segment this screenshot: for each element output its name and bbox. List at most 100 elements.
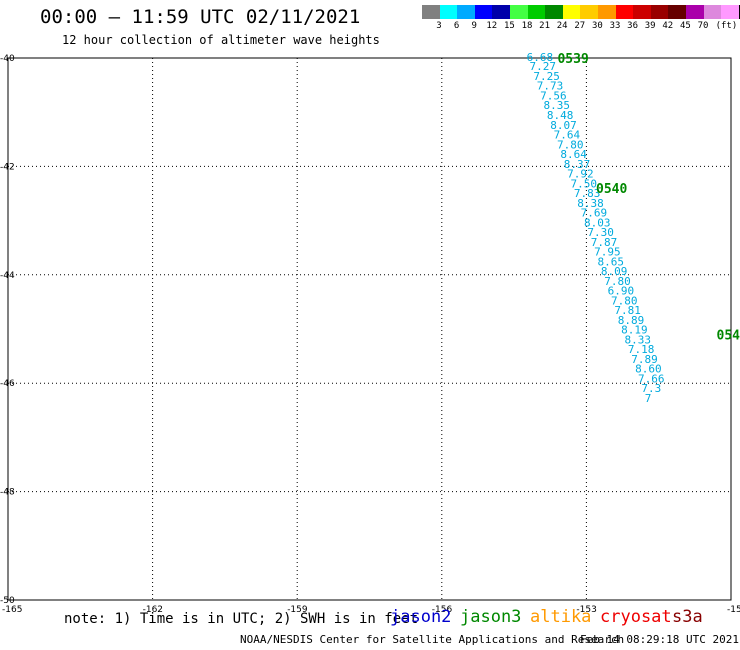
wave-height-color-legend [422,5,740,19]
longitude-label: -153 [576,605,596,615]
legend-label: 12 [486,21,498,31]
latitude-label: -42 [0,162,15,172]
wave-height-label: 7.18 [628,343,655,356]
legend-label: 6 [453,21,460,31]
legend-label: 3 [436,21,442,31]
wave-height-label: 7.56 [540,89,567,102]
legend-swatch [492,5,510,19]
satellite-name-jason3: jason3 [460,607,522,627]
wave-height-label: 6.68 [527,51,554,64]
wave-height-label: 7.81 [614,304,641,317]
legend-swatch [703,5,722,19]
longitude-label: -150 [727,605,740,615]
latitude-label: -48 [0,488,15,498]
wave-height-label: 8.48 [547,109,574,122]
legend-swatch [650,5,669,19]
legend-label: 42 [662,21,674,31]
pass-time-label: 0540 [596,182,627,197]
legend-swatch [509,5,528,19]
longitude-label: -156 [432,605,453,615]
latitude-label: -44 [0,271,15,281]
wave-height-label: 7.87 [591,236,618,249]
legend-swatch [545,5,563,19]
satellite-name-s3a: s3a [672,607,703,627]
legend-swatch [562,5,581,19]
wave-height-label: 7.69 [581,207,608,220]
wave-height-label: 8.37 [564,158,591,171]
wave-height-label: 7.27 [530,60,557,73]
legend-swatch [439,5,458,19]
latitude-label: -50 [0,596,15,606]
wave-height-label: 8.33 [624,333,651,346]
generated-timestamp: Feb 14 08:29:18 UTC 2021 [580,633,739,646]
legend-label: 15 [503,21,515,31]
legend-label: 33 [609,21,621,31]
latitude-label: -46 [0,379,15,389]
wave-height-label: 8.89 [618,314,645,327]
pass-time-label: 0539 [557,52,588,67]
source-credit: NOAA/NESDIS Center for Satellite Applica… [240,633,625,646]
wave-height-label: 7.73 [537,80,564,93]
page-subtitle: 12 hour collection of altimeter wave hei… [62,33,380,47]
wave-height-label: 8.38 [577,197,604,210]
longitude-label: -159 [287,605,308,615]
legend-label: 24 [556,21,568,31]
legend-label: 30 [591,21,603,31]
wave-height-label: 7.92 [567,168,594,181]
legend-swatch [527,5,546,19]
wave-height-label: 7.80 [557,138,584,151]
legend-swatch [721,5,739,19]
wave-height-label: 8.35 [544,99,571,112]
legend-label: 39 [644,21,656,31]
wave-height-label: 8.65 [597,255,624,268]
legend-label: 18 [521,21,533,31]
wave-height-label: 8.60 [635,363,662,376]
wave-height-label: 8.19 [621,324,648,337]
wave-height-label: 7.66 [638,372,665,385]
wave-height-label: 8.64 [560,148,587,161]
legend-label: 36 [627,21,639,31]
wave-height-label: 7.80 [611,294,638,307]
legend-label: (ft) [715,21,738,31]
wave-height-label: 7.83 [574,187,601,200]
legend-swatch [422,5,440,19]
map-frame [7,57,732,601]
wave-height-label: 7.89 [631,353,658,366]
satellite-name-altika: altika [530,607,592,627]
wave-height-label: 8.09 [601,265,628,278]
legend-label: 21 [539,21,551,31]
page-title: 00:00 – 11:59 UTC 02/11/2021 [40,6,361,28]
units-note: note: 1) Time is in UTC; 2) SWH is in fe… [64,611,419,627]
legend-label: 45 [679,21,691,31]
wave-height-label: 6.90 [608,285,635,298]
legend-swatch [580,5,598,19]
wave-height-label: 7.95 [594,246,621,259]
wave-height-label: 7.30 [587,226,614,239]
pass-time-label: 054 [717,328,740,343]
legend-swatch [597,5,616,19]
legend-label: 70 [697,21,709,31]
longitude-label: -162 [143,605,163,615]
wave-height-label: 7.25 [533,70,560,83]
satellite-name-jason2: jason2 [390,607,452,627]
wave-height-label: 8.03 [584,216,611,229]
latitude-label: -40 [0,54,15,64]
wave-height-label: 8.07 [550,119,577,132]
legend-label: 9 [471,21,477,31]
legend-swatch [633,5,651,19]
wave-height-label: 7.50 [570,177,597,190]
legend-swatch [474,5,493,19]
wave-height-label: 7.64 [554,129,581,142]
legend-swatch [685,5,704,19]
legend-swatch [615,5,634,19]
legend-swatch [738,5,740,19]
satellite-name-cryosat: cryosat [600,607,672,627]
legend-swatch [668,5,686,19]
wave-height-label: 7.80 [604,275,631,288]
longitude-label: -165 [2,605,22,615]
wave-height-label: 7 [645,392,652,405]
legend-label: 27 [574,21,586,31]
legend-swatch [457,5,475,19]
